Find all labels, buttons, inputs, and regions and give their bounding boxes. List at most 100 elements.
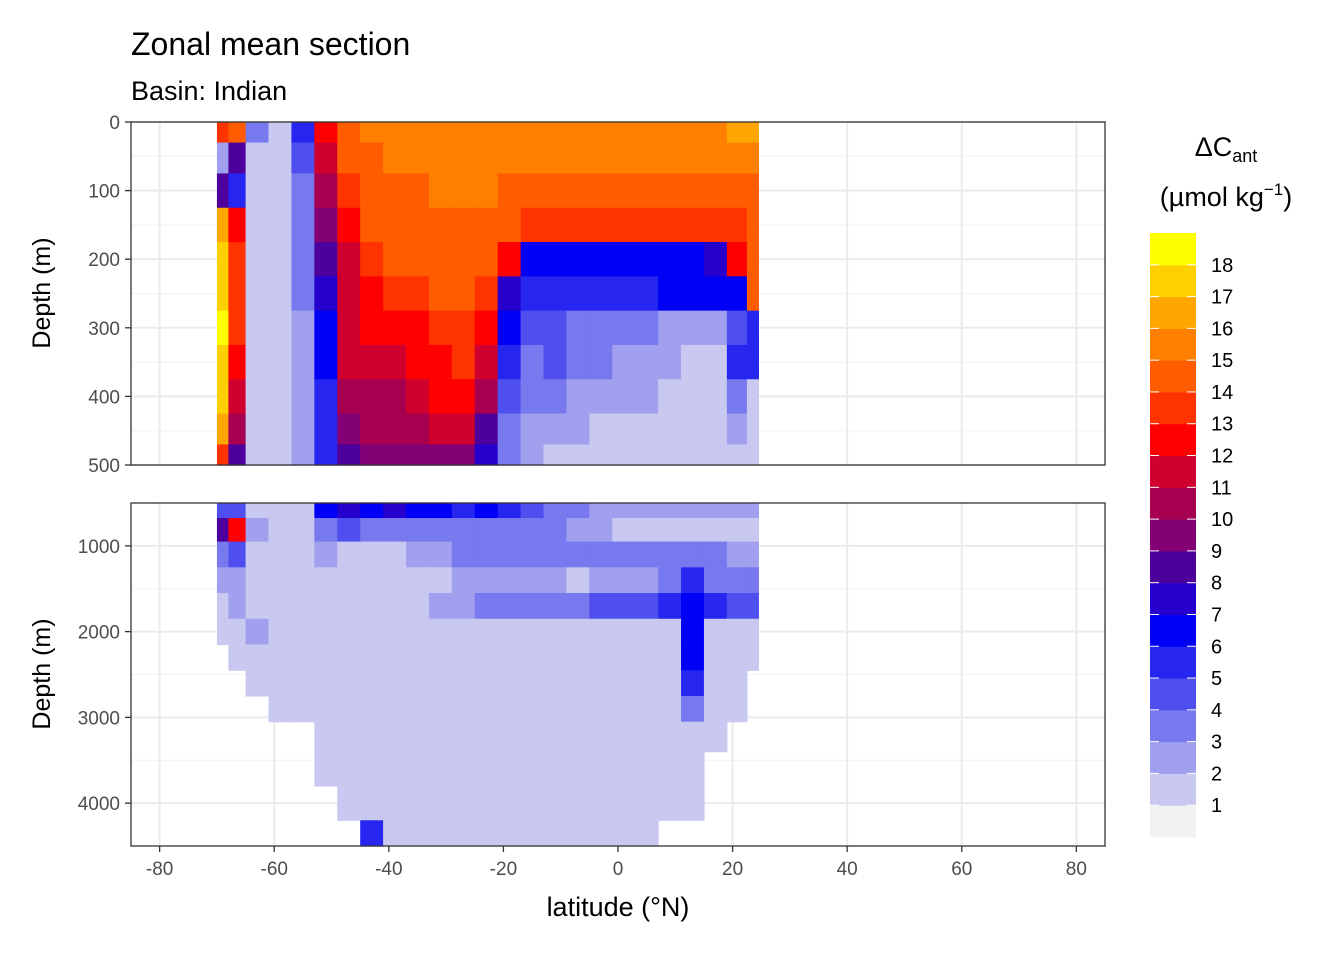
data-cell	[291, 503, 315, 519]
data-cell	[245, 567, 270, 594]
data-cell	[216, 444, 229, 466]
data-cell	[658, 751, 682, 787]
y-axis-label-top: Depth (m)	[28, 237, 56, 348]
data-cell	[520, 344, 545, 380]
data-cell	[245, 593, 270, 620]
data-cell	[703, 207, 728, 243]
data-cell	[543, 242, 568, 277]
data-cell	[589, 207, 613, 243]
data-cell	[566, 379, 590, 415]
legend-label: 12	[1211, 446, 1233, 468]
data-cell	[589, 142, 613, 175]
data-cell	[406, 820, 430, 847]
data-cell	[497, 618, 522, 646]
data-cell	[360, 721, 384, 753]
data-cell	[314, 518, 338, 543]
data-cell	[543, 344, 568, 380]
data-cell	[746, 207, 759, 243]
legend-label: 4	[1211, 700, 1222, 722]
data-cell	[746, 122, 759, 144]
data-cell	[681, 618, 705, 646]
data-cell	[474, 618, 499, 646]
data-cell	[360, 413, 384, 446]
data-cell	[228, 518, 247, 543]
y-tick-label: 300	[88, 319, 120, 340]
data-cell	[543, 207, 568, 243]
data-cell	[589, 173, 613, 209]
data-cell	[360, 344, 384, 380]
legend-label: 11	[1211, 477, 1232, 499]
data-cell	[428, 413, 453, 446]
data-cell	[635, 618, 659, 646]
y-tick-label: 2000	[78, 623, 120, 644]
data-cell	[658, 122, 682, 144]
data-cell	[428, 721, 453, 753]
data-cell	[746, 444, 759, 466]
data-cell	[428, 173, 453, 209]
data-cell	[291, 122, 315, 144]
data-cell	[406, 618, 430, 646]
data-cell	[216, 413, 229, 446]
data-cell	[337, 567, 361, 594]
data-cell	[314, 242, 338, 277]
data-cell	[428, 751, 453, 787]
data-cell	[291, 344, 315, 380]
legend-swatch	[1150, 296, 1196, 329]
y-tick-label: 400	[88, 387, 120, 408]
data-cell	[746, 379, 759, 415]
legend-swatch	[1150, 805, 1196, 838]
legend-label: 16	[1211, 318, 1233, 340]
data-cell	[245, 142, 270, 175]
data-cell	[337, 379, 361, 415]
data-cell	[612, 567, 636, 594]
data-cell	[658, 503, 682, 519]
data-cell	[566, 142, 590, 175]
data-cell	[520, 207, 545, 243]
data-cell	[451, 541, 476, 568]
data-cell	[703, 618, 728, 646]
data-cell	[726, 142, 748, 175]
data-cell	[635, 503, 659, 519]
data-cell	[360, 644, 384, 671]
data-cell	[589, 593, 613, 620]
data-cell	[543, 541, 568, 568]
data-cell	[635, 207, 659, 243]
data-cell	[746, 242, 759, 277]
data-cell	[406, 541, 430, 568]
data-cell	[337, 503, 361, 519]
data-cell	[383, 173, 407, 209]
data-cell	[566, 670, 590, 697]
data-cell	[291, 413, 315, 446]
data-cell	[474, 310, 499, 346]
data-cell	[543, 751, 568, 787]
legend-label: 14	[1211, 382, 1233, 404]
data-cell	[268, 173, 293, 209]
data-cell	[635, 751, 659, 787]
data-cell	[612, 721, 636, 753]
data-cell	[520, 593, 545, 620]
data-cell	[566, 785, 590, 821]
data-cell	[612, 618, 636, 646]
legend-swatch	[1150, 646, 1196, 679]
data-cell	[497, 379, 522, 415]
data-cell	[428, 344, 453, 380]
data-cell	[658, 785, 682, 821]
data-cell	[451, 242, 476, 277]
x-tick-label: -20	[490, 859, 517, 880]
data-cell	[314, 593, 338, 620]
data-cell	[612, 242, 636, 277]
data-cell	[245, 276, 270, 312]
data-cell	[291, 379, 315, 415]
data-cell	[497, 503, 522, 519]
data-cell	[314, 207, 338, 243]
data-cell	[589, 518, 613, 543]
data-cell	[566, 344, 590, 380]
data-cell	[360, 142, 384, 175]
data-cell	[520, 785, 545, 821]
data-cell	[383, 122, 407, 144]
data-cell	[726, 242, 748, 277]
data-cell	[228, 593, 247, 620]
data-cell	[497, 242, 522, 277]
data-cell	[612, 207, 636, 243]
data-cell	[726, 122, 748, 144]
